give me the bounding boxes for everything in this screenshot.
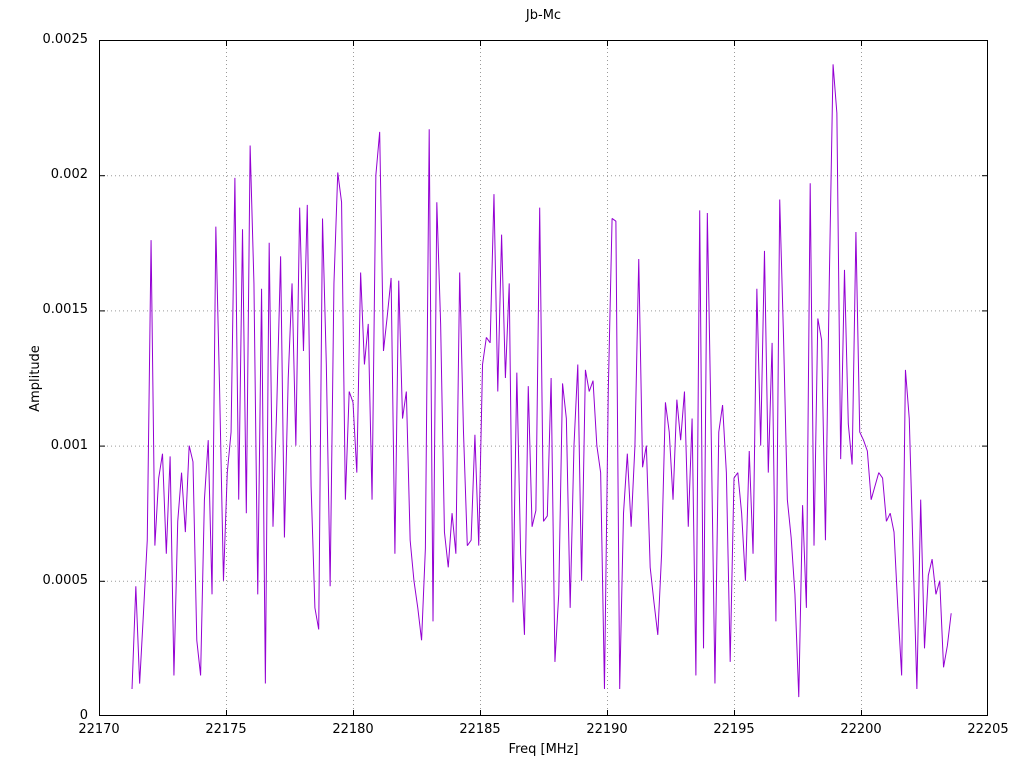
x-tick-label: 22185 — [459, 722, 501, 737]
plot-border — [99, 40, 988, 716]
chart-title: Jb-Mc — [525, 8, 562, 23]
y-tick-label: 0.001 — [50, 437, 88, 453]
y-axis-label: Amplitude — [2, 40, 69, 716]
x-tick-label: 22200 — [840, 722, 882, 737]
x-tick-label: 22205 — [967, 722, 1009, 737]
data-line — [131, 64, 952, 698]
x-tick-label: 22190 — [586, 722, 628, 737]
x-tick-label: 22195 — [713, 722, 755, 737]
y-tick-label: 0.0025 — [42, 32, 89, 47]
x-tick-label: 22170 — [78, 722, 120, 737]
plot-svg — [99, 40, 988, 716]
x-axis-label: Freq [MHz] — [508, 742, 579, 757]
x-tick-label: 22175 — [205, 722, 247, 737]
y-tick-label: 0 — [79, 708, 88, 723]
y-tick-label: 0.0015 — [42, 302, 89, 318]
y-axis-label-text: Amplitude — [27, 344, 43, 412]
y-tick-label: 0.0005 — [42, 572, 89, 588]
y-tick-label: 0.002 — [50, 167, 88, 183]
plot-area — [99, 40, 988, 716]
x-tick-label: 22180 — [332, 722, 374, 737]
